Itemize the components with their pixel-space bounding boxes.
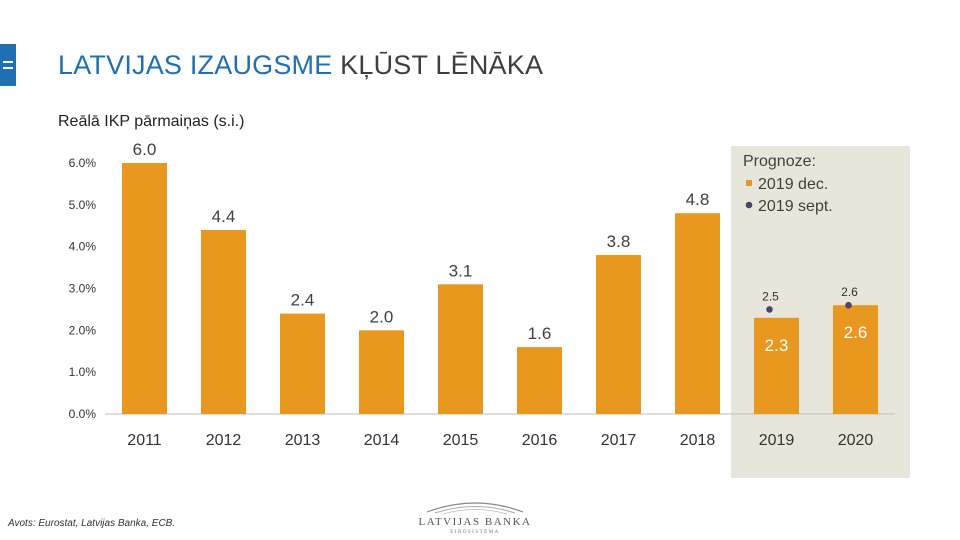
bar-data-label: 3.1 [449,261,473,280]
x-tick-label: 2011 [127,432,162,449]
bar [596,255,641,414]
y-tick-label: 3.0% [69,282,97,296]
bar [359,330,404,414]
logo-name: LATVIJAS BANKA [418,516,532,528]
x-tick-label: 2012 [206,432,242,449]
y-tick-label: 2.0% [69,323,97,337]
x-tick-label: 2017 [601,432,637,449]
scatter-point [766,306,773,313]
x-tick-label: 2018 [680,432,716,449]
legend-title: Prognoze: [743,153,816,170]
bar-data-label: 4.8 [686,190,710,209]
x-tick-label: 2019 [759,432,795,449]
bar [122,163,167,414]
scatter-point [845,301,852,309]
forecast-region [731,146,910,478]
bar-data-label: 4.4 [212,207,236,226]
legend-dot-swatch [745,201,753,209]
bar [675,213,720,414]
point-data-label: 2.6 [841,285,858,299]
bar-data-label: 6.0 [133,140,157,159]
page-title: LATVIJAS IZAUGSME KĻŪST LĒNĀKA [58,50,543,81]
logo-arc-icon [426,502,524,515]
bar-data-label: 3.8 [607,232,631,251]
bar-data-label: 1.6 [528,324,552,343]
bar-data-label: 2.3 [765,336,789,355]
x-tick-label: 2016 [522,432,558,449]
source-note: Avots: Eurostat, Latvijas Banka, ECB. [8,518,176,529]
bar [517,347,562,414]
latvijas-banka-logo: LATVIJAS BANKA EIROSISTĒMA [405,496,545,540]
bar [754,317,799,414]
bar [201,229,246,414]
legend-bar-label: 2019 dec. [758,176,828,193]
logo-subtitle: EIROSISTĒMA [450,530,500,535]
bar [833,305,878,414]
title-highlight: LATVIJAS IZAUGSME [58,50,333,80]
bar-data-label: 2.6 [844,323,868,342]
bar-data-label: 2.0 [370,307,394,326]
legend-bar-swatch [746,180,752,186]
bar [438,284,483,414]
x-tick-label: 2020 [838,432,874,449]
title-rest: KĻŪST LĒNĀKA [340,50,544,80]
legend-dot-label: 2019 sept. [758,198,833,215]
bar [280,313,325,414]
y-tick-label: 1.0% [69,365,97,379]
y-tick-label: 0.0% [69,407,97,421]
x-tick-label: 2015 [443,432,479,449]
x-tick-label: 2013 [285,432,321,449]
menu-icon[interactable] [0,44,16,86]
x-tick-label: 2014 [364,432,400,449]
y-tick-label: 6.0% [69,156,97,170]
point-data-label: 2.5 [762,289,779,303]
y-tick-label: 4.0% [69,240,97,254]
chart-subtitle: Reālā IKP pārmaiņas (s.i.) [58,113,245,130]
y-tick-label: 5.0% [69,198,97,212]
bar-data-label: 2.4 [291,291,315,310]
